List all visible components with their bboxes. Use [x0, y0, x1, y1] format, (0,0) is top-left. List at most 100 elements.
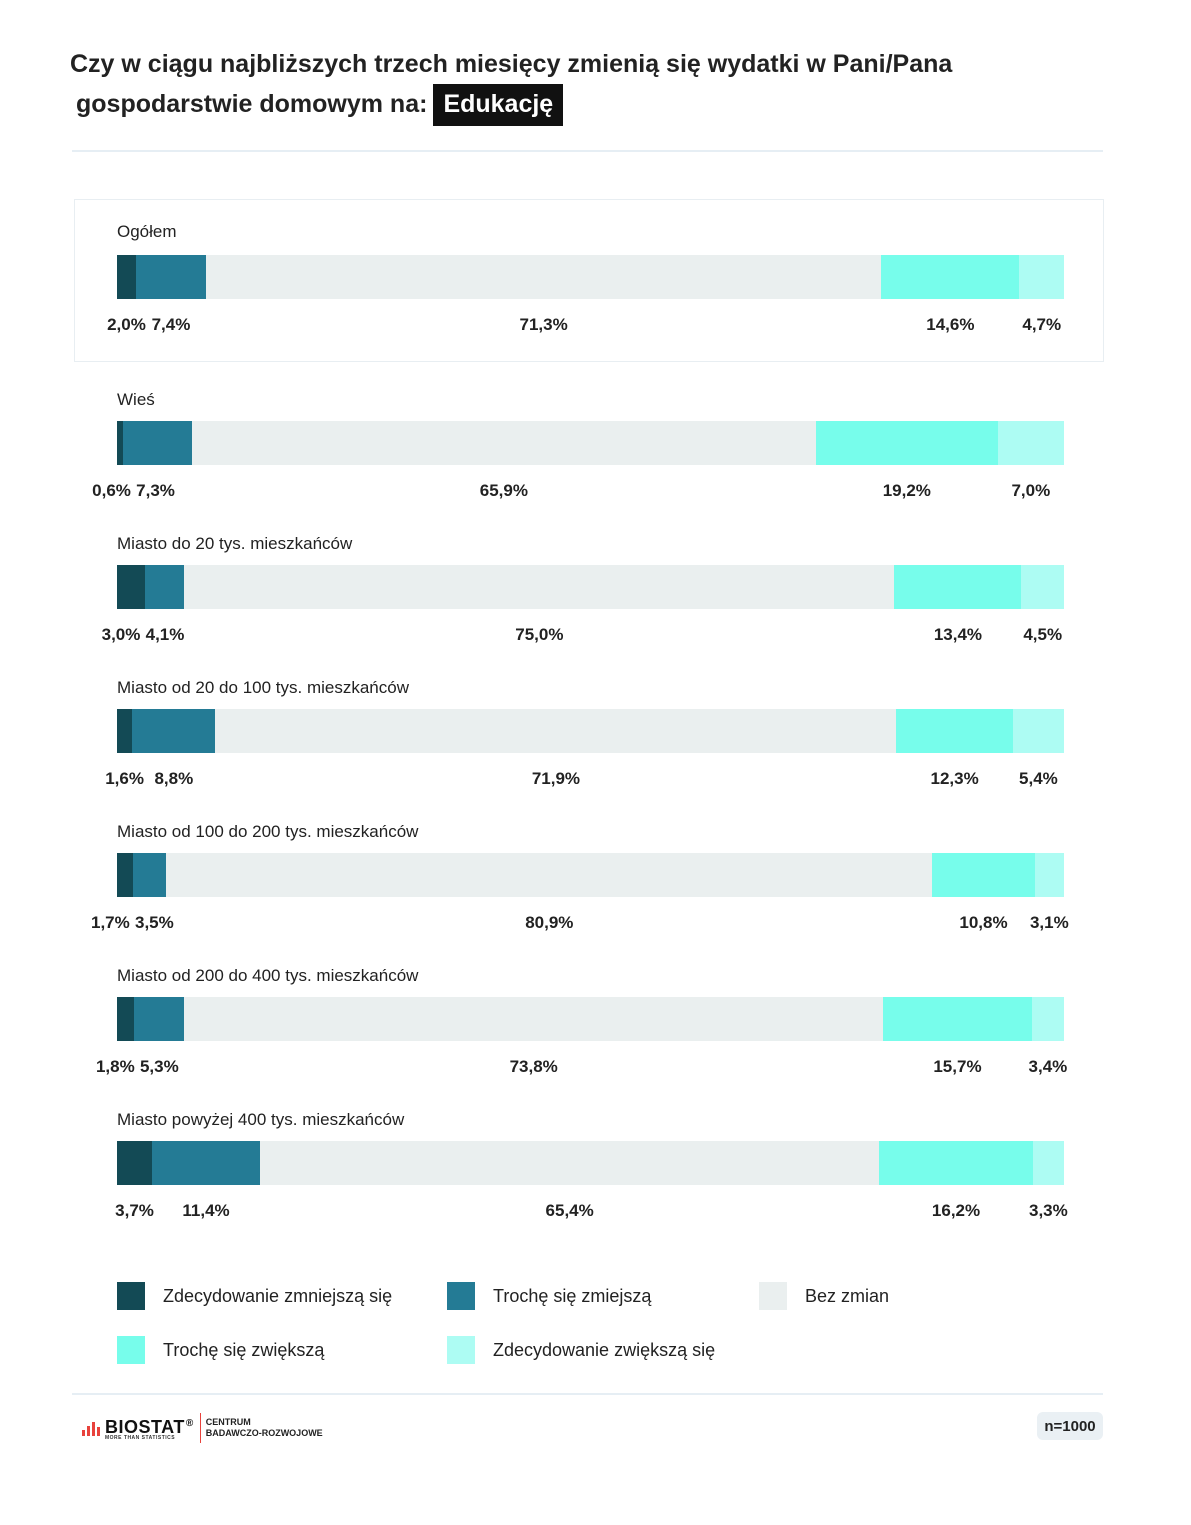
value-label: 4,5% [1023, 625, 1063, 644]
logo-bars-icon [82, 1420, 100, 1436]
bar-segment-slightly-decrease [152, 1141, 260, 1185]
value-label: 0,6% [92, 481, 131, 500]
value-label: 71,9% [531, 769, 581, 788]
bar-segment-slightly-increase [896, 709, 1013, 753]
value-label: 5,4% [1019, 769, 1058, 788]
logo-centrum-line-1: CENTRUM [205, 1417, 251, 1427]
legend-label: Zdecydowanie zwiększą się [493, 1339, 716, 1360]
stacked-bar [117, 853, 1064, 897]
sample-size-badge: n=1000 [1037, 1412, 1103, 1440]
group-label: Wieś [117, 390, 155, 409]
value-label: 1,8% [95, 1057, 135, 1076]
bar-segment-strongly-decrease [117, 1141, 153, 1185]
bar-segment-strongly-increase [1021, 565, 1064, 609]
bar-segment-strongly-decrease [117, 709, 133, 753]
bar-segment-slightly-increase [883, 997, 1032, 1041]
title-line-2-text: gospodarstwie domowym na: [76, 90, 428, 118]
bar-segment-strongly-decrease [117, 565, 146, 609]
bar-segment-slightly-increase [894, 565, 1022, 609]
value-label: 13,4% [933, 625, 983, 644]
value-label: 7,3% [136, 481, 175, 500]
value-label: 73,8% [509, 1057, 558, 1076]
logo-centrum-line-2: BADAWCZO-ROZWOJOWE [205, 1428, 323, 1438]
bar-segment-slightly-decrease [134, 997, 185, 1041]
value-label: 3,4% [1028, 1057, 1068, 1076]
value-label: 1,7% [90, 913, 130, 932]
title-line-1: Czy w ciągu najbliższych trzech miesięcy… [70, 50, 953, 78]
logo-divider [199, 1413, 201, 1443]
stacked-bar [117, 1141, 1064, 1185]
group-label: Miasto od 20 do 100 tys. mieszkańców [117, 678, 409, 697]
bar-segment-strongly-decrease [117, 997, 135, 1041]
value-label: 3,7% [115, 1201, 154, 1220]
bar-segment-strongly-increase [1019, 255, 1064, 299]
legend-swatch [447, 1336, 475, 1364]
legend-item: Bez zmian [759, 1282, 889, 1310]
bar-segment-slightly-increase [879, 1141, 1033, 1185]
legend-item: Zdecydowanie zwiększą się [447, 1336, 715, 1364]
bar-segment-slightly-decrease [135, 255, 206, 299]
value-label: 4,7% [1022, 315, 1062, 334]
value-label: 10,8% [959, 913, 1008, 932]
stacked-bar [117, 997, 1064, 1041]
group-label: Ogółem [117, 222, 177, 241]
bar-segment-no-change [259, 1141, 880, 1185]
stacked-bar [117, 255, 1064, 299]
value-label: 16,2% [931, 1201, 981, 1220]
logo-tagline: MORE THAN STATISTICS [105, 1434, 176, 1441]
bar-segment-strongly-increase [1032, 1141, 1064, 1185]
logo-centrum: CENTRUM BADAWCZO-ROZWOJOWE [206, 1417, 323, 1439]
value-label: 1,6% [105, 769, 144, 788]
value-label: 3,1% [1029, 913, 1069, 932]
stacked-bar [117, 565, 1064, 609]
value-label: 3,3% [1028, 1201, 1068, 1220]
stacked-bar [117, 709, 1064, 753]
value-label: 11,4% [182, 1201, 230, 1220]
legend: Zdecydowanie zmniejszą się Trochę się zmi… [117, 1282, 1077, 1372]
legend-label: Trochę się zmiejszą [493, 1285, 652, 1306]
value-label: 65,9% [479, 481, 528, 500]
value-label: 65,4% [545, 1201, 594, 1220]
logo-brand-block: BIOSTAT® MORE THAN STATISTICS [105, 1416, 194, 1441]
bar-segment-slightly-increase [881, 255, 1020, 299]
bar-segment-no-change [206, 255, 882, 299]
bar-segment-slightly-decrease [145, 565, 185, 609]
value-label: 3,0% [101, 625, 141, 644]
group-label: Miasto od 100 do 200 tys. mieszkańców [117, 822, 419, 841]
bar-segment-strongly-increase [1031, 997, 1064, 1041]
bar-segment-slightly-decrease [132, 709, 216, 753]
bar-segment-slightly-decrease [122, 421, 192, 465]
group-label: Miasto do 20 tys. mieszkańców [117, 534, 353, 553]
legend-swatch [759, 1282, 787, 1310]
legend-label: Trochę się zwiększą [163, 1339, 325, 1360]
legend-swatch [117, 1282, 145, 1310]
stacked-bar [117, 421, 1064, 465]
value-label: 7,4% [151, 315, 191, 334]
group-label: Miasto od 200 do 400 tys. mieszkańców [117, 966, 419, 985]
legend-swatch [117, 1336, 145, 1364]
legend-item: Zdecydowanie zmniejszą się [117, 1282, 392, 1310]
bar-segment-strongly-increase [1012, 709, 1064, 753]
bar-segment-strongly-decrease [117, 853, 134, 897]
bar-segment-slightly-increase [932, 853, 1035, 897]
value-label: 15,7% [933, 1057, 982, 1076]
value-label: 2,0% [107, 315, 146, 334]
title-highlight: Edukację [433, 84, 564, 126]
legend-swatch [447, 1282, 475, 1310]
bar-segment-no-change [184, 565, 895, 609]
bar-segment-slightly-decrease [133, 853, 167, 897]
value-label: 19,2% [882, 481, 931, 500]
bar-segment-no-change [191, 421, 816, 465]
value-label: 7,0% [1011, 481, 1051, 500]
value-label: 12,3% [930, 769, 979, 788]
legend-item: Trochę się zwiększą [117, 1336, 324, 1364]
bar-segment-strongly-decrease [117, 421, 123, 465]
legend-item: Trochę się zmiejszą [447, 1282, 651, 1310]
title-line-2: gospodarstwie domowym na: Edukację [76, 84, 952, 126]
group-label: Miasto powyżej 400 tys. mieszkańców [117, 1110, 405, 1129]
value-label: 3,5% [134, 913, 174, 932]
top-divider [72, 150, 1103, 152]
legend-label: Zdecydowanie zmniejszą się [163, 1285, 393, 1306]
chart-title: Czy w ciągu najbliższych trzech miesięcy… [70, 44, 952, 126]
value-label: 80,9% [525, 913, 574, 932]
